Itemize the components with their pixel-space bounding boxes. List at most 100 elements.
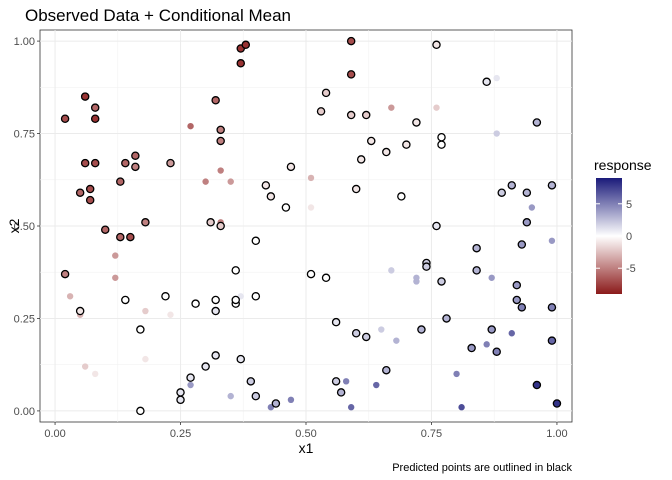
predicted-point bbox=[517, 240, 527, 249]
predicted-point bbox=[216, 125, 225, 135]
predicted-point bbox=[246, 377, 256, 386]
predicted-point bbox=[397, 192, 406, 201]
legend-tick-label: -5 bbox=[626, 263, 636, 275]
predicted-point bbox=[116, 232, 125, 242]
predicted-point bbox=[437, 277, 446, 286]
observed-point bbox=[227, 178, 234, 185]
predicted-point bbox=[532, 380, 542, 390]
y-tick-label: 0.25 bbox=[14, 313, 35, 325]
predicted-point bbox=[176, 395, 185, 405]
predicted-point bbox=[80, 158, 90, 168]
observed-point bbox=[92, 370, 99, 378]
observed-point bbox=[508, 330, 515, 337]
predicted-point bbox=[517, 303, 527, 312]
observed-point bbox=[202, 178, 209, 185]
legend-ticks: 5 0 -5 bbox=[596, 199, 636, 275]
predicted-point bbox=[121, 158, 130, 168]
x-axis-ticks: 0.00 0.25 0.50 0.75 1.00 bbox=[44, 422, 568, 440]
predicted-point bbox=[316, 107, 326, 116]
observed-point bbox=[307, 174, 315, 182]
predicted-point bbox=[121, 295, 130, 305]
x-tick-label: 0.25 bbox=[170, 428, 191, 440]
observed-point bbox=[393, 337, 400, 344]
y-tick-label: 0.00 bbox=[14, 406, 35, 418]
predicted-point bbox=[231, 266, 240, 275]
predicted-point bbox=[432, 221, 441, 231]
predicted-point bbox=[136, 325, 145, 334]
predicted-point bbox=[251, 236, 261, 246]
predicted-point bbox=[271, 399, 281, 408]
predicted-point bbox=[422, 262, 431, 271]
predicted-point bbox=[161, 292, 170, 301]
observed-point bbox=[453, 370, 460, 378]
observed-point bbox=[81, 363, 89, 370]
observed-point bbox=[227, 392, 234, 400]
legend-title: response bbox=[594, 157, 652, 173]
predicted-point bbox=[361, 332, 371, 342]
predicted-point bbox=[75, 306, 85, 316]
observed-point bbox=[307, 204, 315, 211]
chart-title: Observed Data + Conditional Mean bbox=[25, 6, 291, 25]
observed-point bbox=[347, 404, 355, 411]
x-tick-label: 1.00 bbox=[546, 428, 567, 440]
chart-caption: Predicted points are outlined in black bbox=[392, 462, 572, 474]
legend: response 5 0 -5 bbox=[594, 157, 652, 294]
observed-point bbox=[413, 274, 420, 281]
predicted-point bbox=[236, 354, 246, 364]
predicted-point bbox=[522, 188, 532, 197]
predicted-point bbox=[331, 377, 341, 386]
predicted-point bbox=[497, 188, 506, 197]
predicted-point bbox=[492, 347, 501, 356]
predicted-point bbox=[131, 162, 140, 172]
predicted-point bbox=[186, 373, 195, 382]
predicted-point bbox=[191, 299, 200, 308]
x-tick-label: 0.75 bbox=[421, 428, 442, 440]
predicted-point bbox=[176, 388, 185, 397]
predicted-point bbox=[281, 203, 291, 212]
predicted-point bbox=[141, 218, 150, 227]
predicted-point bbox=[442, 314, 451, 323]
y-axis-title: x2 bbox=[6, 218, 22, 233]
predicted-point bbox=[402, 140, 411, 149]
predicted-point bbox=[356, 155, 366, 164]
predicted-point bbox=[346, 70, 356, 79]
observed-point bbox=[493, 130, 500, 137]
observed-point bbox=[112, 252, 119, 259]
observed-point bbox=[187, 381, 194, 389]
y-axis-ticks: 0.00 0.25 0.50 0.75 1.00 bbox=[14, 36, 40, 418]
observed-point bbox=[187, 122, 194, 130]
observed-point bbox=[378, 326, 385, 333]
observed-point bbox=[433, 104, 440, 111]
predicted-point bbox=[211, 96, 220, 105]
y-tick-label: 1.00 bbox=[14, 36, 35, 48]
predicted-point bbox=[136, 406, 145, 416]
predicted-point bbox=[60, 269, 70, 279]
predicted-point bbox=[211, 351, 220, 360]
predicted-point bbox=[382, 147, 391, 157]
predicted-point bbox=[417, 325, 426, 334]
predicted-point bbox=[286, 162, 296, 172]
predicted-point bbox=[90, 114, 100, 124]
x-tick-label: 0.00 bbox=[44, 428, 65, 440]
predicted-point bbox=[336, 388, 346, 397]
predicted-point bbox=[261, 181, 271, 190]
observed-point bbox=[142, 355, 149, 363]
predicted-point bbox=[361, 110, 371, 120]
predicted-point bbox=[552, 399, 562, 408]
predicted-point bbox=[126, 232, 135, 242]
predicted-point bbox=[90, 103, 100, 112]
predicted-point bbox=[60, 114, 70, 124]
y-tick-label: 0.75 bbox=[14, 129, 35, 141]
predicted-point bbox=[131, 151, 140, 160]
y-tick-label: 0.50 bbox=[14, 221, 35, 233]
predicted-point bbox=[366, 136, 376, 146]
predicted-point bbox=[472, 266, 481, 275]
predicted-point bbox=[532, 118, 542, 127]
observed-point bbox=[458, 404, 465, 411]
observed-point bbox=[142, 307, 149, 315]
predicted-point bbox=[512, 280, 522, 290]
observed-point bbox=[373, 381, 380, 389]
legend-colorbar bbox=[596, 178, 622, 294]
predicted-point bbox=[346, 36, 356, 46]
